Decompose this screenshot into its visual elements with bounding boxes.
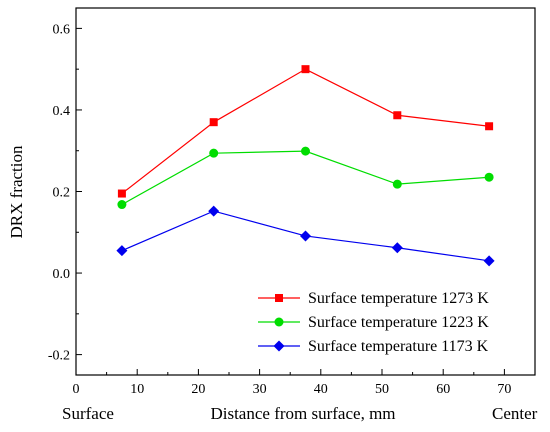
data-point xyxy=(300,230,311,242)
x-tick-label: 40 xyxy=(314,382,328,397)
data-point xyxy=(209,118,218,127)
legend-item: Surface temperature 1223 K xyxy=(258,314,489,331)
x-tick-label: 0 xyxy=(73,382,80,397)
data-point xyxy=(209,148,219,158)
data-point xyxy=(484,172,494,182)
x-tick-label: 10 xyxy=(130,382,144,397)
data-point xyxy=(301,65,310,74)
data-point xyxy=(391,242,403,254)
legend-label: Surface temperature 1223 K xyxy=(308,314,489,331)
series-2 xyxy=(116,205,495,267)
series-line xyxy=(121,68,490,195)
x-tick-label: 70 xyxy=(497,382,511,397)
x-tick-label: 50 xyxy=(375,382,389,397)
data-point xyxy=(117,189,126,198)
y-tick-label: -0.2 xyxy=(48,349,70,364)
data-point xyxy=(301,146,310,156)
legend-marker xyxy=(273,340,285,352)
x-tick-label: 60 xyxy=(436,382,450,397)
data-point xyxy=(485,122,494,131)
legend-marker xyxy=(274,317,284,327)
center-end-label: Center xyxy=(492,404,538,423)
series-line xyxy=(121,150,490,206)
data-point xyxy=(117,200,127,210)
data-point xyxy=(208,205,220,217)
x-tick-label: 20 xyxy=(191,382,205,397)
x-tick-label: 30 xyxy=(253,382,267,397)
y-tick-label: 0.4 xyxy=(53,104,71,119)
surface-end-label: Surface xyxy=(62,404,114,423)
y-tick-label: 0.2 xyxy=(53,186,71,201)
legend-box xyxy=(250,282,530,364)
y-tick-label: 0.6 xyxy=(53,22,71,37)
legend-item: Surface temperature 1273 K xyxy=(258,290,489,307)
data-point xyxy=(116,245,128,257)
data-point xyxy=(483,255,495,267)
data-point xyxy=(392,179,402,189)
legend-item: Surface temperature 1173 K xyxy=(258,338,489,355)
legend-label: Surface temperature 1273 K xyxy=(308,290,489,307)
axis-ticks: 0 10 20 30 40 50 60 70 -0.2 0.0 0.2 0.4 0.6 xyxy=(48,22,512,397)
legend-marker xyxy=(275,294,283,302)
y-tick-label: 0.0 xyxy=(53,267,71,282)
series-1 xyxy=(117,146,494,210)
series-0 xyxy=(117,65,494,198)
x-axis-label: Distance from surface, mm xyxy=(210,404,395,423)
legend: Surface temperature 1273 K Surface temper… xyxy=(250,282,530,364)
data-point xyxy=(393,111,402,120)
y-axis-label: DRX fraction xyxy=(7,145,26,239)
legend-label: Surface temperature 1173 K xyxy=(308,338,489,355)
series-group xyxy=(116,65,495,267)
